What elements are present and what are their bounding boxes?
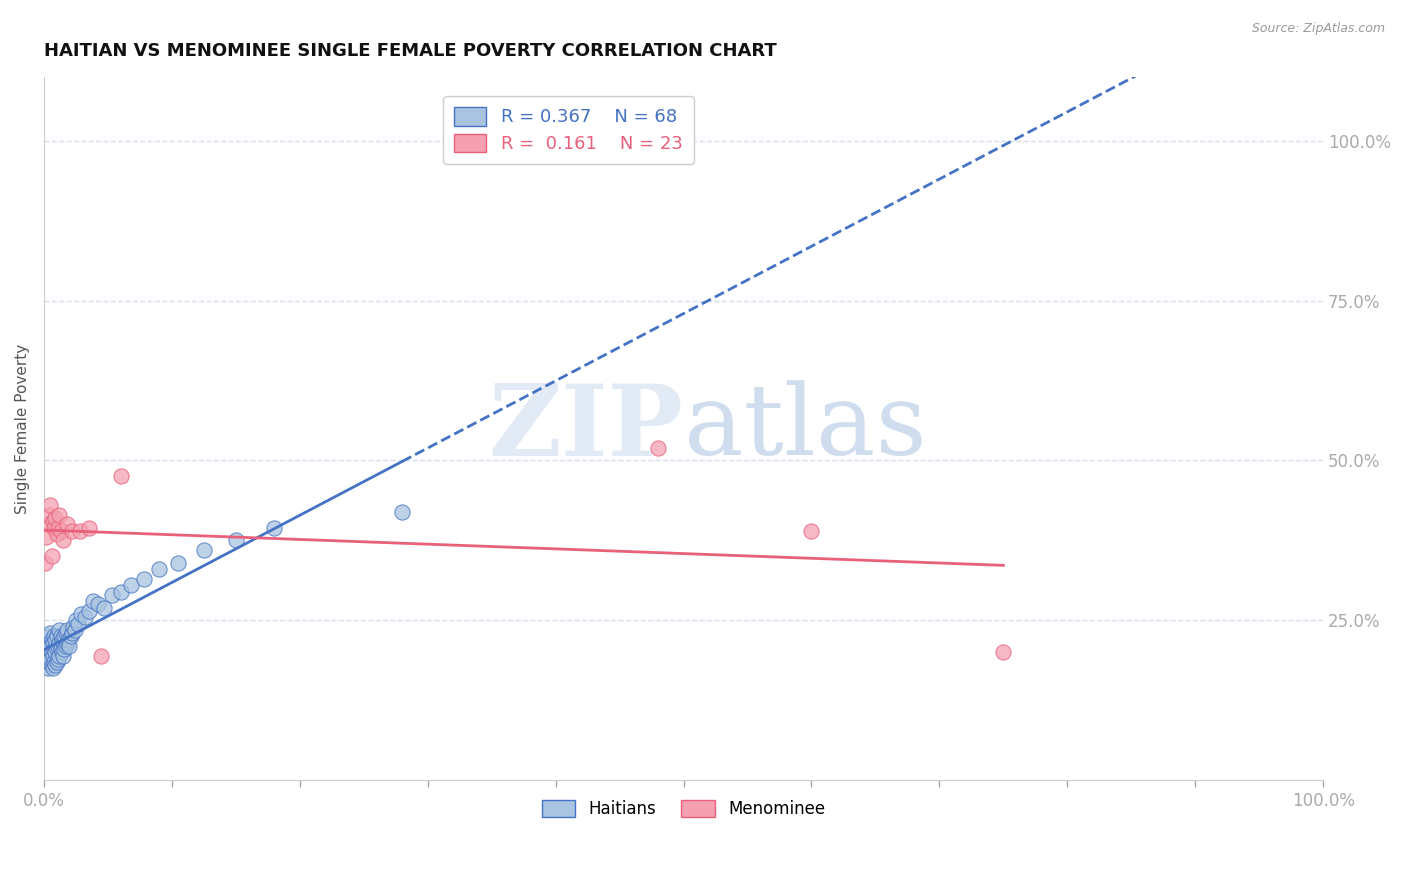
Point (48, 508, 70, 522)
Point (49, 524, 72, 538)
Point (90, 648, 112, 663)
Point (60, 626, 83, 640)
Point (58, 632, 80, 647)
Point (34, 556, 56, 570)
Point (120, 578, 142, 592)
Point (42, 661, 65, 675)
Point (167, 556, 190, 570)
Point (55, 639, 77, 653)
Point (77, 520, 100, 534)
Point (56, 623, 79, 637)
Point (59, 629, 82, 643)
Point (93, 600, 115, 615)
Point (42, 648, 65, 663)
Legend: Haitians, Menominee: Haitians, Menominee (536, 793, 832, 825)
Point (38, 655, 60, 669)
Point (62, 620, 84, 634)
Point (38, 508, 60, 522)
Point (44, 511, 66, 525)
Text: atlas: atlas (683, 381, 927, 476)
Point (55, 626, 77, 640)
Point (41, 658, 63, 673)
Point (45, 527, 67, 541)
Point (800, 524, 823, 538)
Y-axis label: Single Female Poverty: Single Female Poverty (15, 343, 30, 514)
Point (132, 572, 155, 586)
Point (73, 610, 96, 624)
Point (56, 636, 79, 650)
Point (86, 598, 108, 612)
Point (49, 642, 72, 657)
Point (225, 533, 247, 548)
Point (67, 616, 90, 631)
Point (35, 530, 58, 544)
Point (48, 648, 70, 663)
Point (52, 636, 75, 650)
Point (56, 517, 79, 532)
Point (100, 588, 122, 602)
Point (193, 543, 215, 558)
Point (34, 645, 56, 659)
Text: Source: ZipAtlas.com: Source: ZipAtlas.com (1251, 22, 1385, 36)
Point (42, 520, 65, 534)
Point (42, 514, 65, 528)
Point (993, 645, 1015, 659)
Point (42, 642, 65, 657)
Point (52, 648, 75, 663)
Point (70, 607, 93, 621)
Point (37, 661, 59, 675)
Point (46, 520, 69, 534)
Point (46, 639, 69, 653)
Point (53, 642, 76, 657)
Point (58, 639, 80, 653)
Point (46, 652, 69, 666)
Point (39, 498, 62, 512)
Point (42, 636, 65, 650)
Point (39, 639, 62, 653)
Text: ZIP: ZIP (489, 380, 683, 477)
Point (39, 652, 62, 666)
Point (42, 629, 65, 643)
Point (77, 604, 100, 618)
Point (82, 594, 104, 608)
Point (35, 648, 58, 663)
Point (38, 629, 60, 643)
Point (37, 517, 59, 532)
Point (41, 549, 63, 564)
Point (44, 658, 66, 673)
Point (60, 524, 83, 538)
Point (63, 623, 86, 637)
Point (52, 533, 75, 548)
Point (48, 636, 70, 650)
Point (110, 584, 132, 599)
Point (45, 655, 67, 669)
Point (49, 629, 72, 643)
Point (647, 441, 669, 455)
Point (41, 645, 63, 659)
Point (45, 629, 67, 643)
Point (44, 645, 66, 659)
Point (263, 520, 285, 534)
Point (65, 613, 87, 627)
Point (44, 632, 66, 647)
Point (69, 524, 91, 538)
Point (39, 626, 62, 640)
Point (51, 645, 73, 659)
Point (51, 632, 73, 647)
Point (41, 632, 63, 647)
Point (38, 642, 60, 657)
Point (110, 469, 132, 483)
Point (37, 632, 59, 647)
Point (45, 642, 67, 657)
Point (42, 655, 65, 669)
Point (391, 505, 413, 519)
Text: HAITIAN VS MENOMINEE SINGLE FEMALE POVERTY CORRELATION CHART: HAITIAN VS MENOMINEE SINGLE FEMALE POVER… (44, 42, 776, 60)
Point (48, 623, 70, 637)
Point (37, 645, 59, 659)
Point (53, 629, 76, 643)
Point (35, 636, 58, 650)
Point (148, 562, 170, 576)
